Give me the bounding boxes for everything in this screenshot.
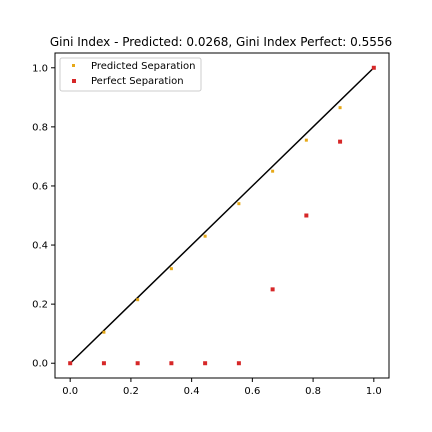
data-point [203,361,208,366]
axes-frame [54,52,390,379]
reference-line [69,67,375,364]
legend-box [59,57,202,92]
x-axis: 0.0 0.2 0.4 0.6 0.8 1.0 [62,378,382,397]
data-point [102,330,106,334]
data-point [270,287,275,292]
y-tick-label: 0.8 [32,122,48,133]
legend-marker-perfect-separation [72,79,76,83]
legend-label-predicted-separation: Predicted Separation [91,61,196,72]
x-tick-label: 1.0 [366,386,382,397]
data-point [169,267,173,271]
data-point [68,361,73,366]
data-point [135,361,140,366]
legend-label-perfect-separation: Perfect Separation [91,76,184,87]
y-tick-label: 0.2 [32,300,48,311]
y-tick-label: 0.4 [32,241,48,252]
data-point [304,138,308,142]
data-point [338,106,342,110]
data-point [338,139,343,144]
x-tick-label: 0.8 [305,386,321,397]
data-point [271,169,275,173]
data-point [304,213,309,218]
y-tick-label: 0.6 [32,181,48,192]
legend: Predicted Separation Perfect Separation [59,57,202,92]
y-tick-label: 1.0 [32,63,48,74]
data-point [136,298,140,302]
plot-content [68,65,376,366]
x-tick-label: 0.0 [62,386,78,397]
x-tick-label: 0.6 [244,386,260,397]
data-point [101,361,106,366]
x-tick-label: 0.4 [184,386,200,397]
data-point [169,361,174,366]
legend-marker-predicted-separation [72,64,75,67]
data-point [236,361,241,366]
series-perfect-separation [68,65,376,366]
x-tick-label: 0.2 [123,386,139,397]
y-axis: 0.0 0.2 0.4 0.6 0.8 1.0 [32,63,55,370]
chart-title: Gini Index - Predicted: 0.0268, Gini Ind… [50,35,392,49]
data-point [237,202,241,206]
data-point [203,234,207,238]
data-point [371,65,376,70]
y-tick-label: 0.0 [32,359,48,370]
